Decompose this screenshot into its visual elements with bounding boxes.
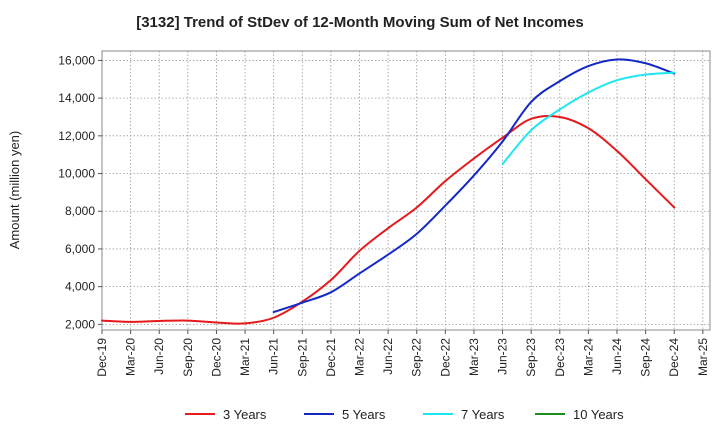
y-tick-label: 16,000: [58, 53, 95, 67]
x-tick-label: Mar-25: [696, 338, 710, 376]
x-tick-label: Mar-22: [353, 338, 367, 376]
x-tick-label: Jun-24: [610, 338, 624, 375]
x-tick-label: Jun-20: [152, 338, 166, 375]
x-tick-label: Dec-24: [667, 338, 681, 377]
x-tick-label: Sep-22: [410, 338, 424, 377]
x-tick-label: Sep-21: [295, 338, 309, 377]
y-tick-label: 12,000: [58, 129, 95, 143]
x-tick-label: Sep-23: [524, 338, 538, 377]
x-tick-label: Dec-21: [324, 338, 338, 377]
x-axis-ticks: Dec-19 Mar-20 Jun-20 Sep-20 Dec-20 Mar-21 Jun-…: [95, 330, 710, 377]
x-tick-label: Dec-20: [209, 338, 223, 377]
x-tick-label: Jun-21: [267, 338, 281, 375]
y-axis-label: Amount (million yen): [7, 131, 22, 250]
y-tick-label: 8,000: [65, 204, 95, 218]
series-line-5-years: [272, 58, 676, 314]
x-tick-label: Sep-20: [181, 338, 195, 377]
y-tick-label: 6,000: [65, 242, 95, 256]
series-lines: [101, 58, 676, 325]
legend-label-7-years: 7 Years: [461, 407, 505, 422]
chart-title: [3132] Trend of StDev of 12-Month Moving…: [136, 14, 584, 31]
x-tick-label: Mar-21: [238, 338, 252, 376]
grid-lines: [102, 51, 710, 330]
y-tick-label: 10,000: [58, 167, 95, 181]
x-tick-label: Dec-22: [438, 338, 452, 377]
x-tick-label: Mar-20: [124, 338, 138, 376]
x-tick-label: Sep-24: [639, 338, 653, 377]
legend-label-3-years: 3 Years: [223, 407, 267, 422]
plot-area: [101, 50, 711, 331]
x-tick-label: Jun-22: [381, 338, 395, 375]
y-tick-label: 14,000: [58, 91, 95, 105]
legend: 3 Years 5 Years 7 Years 10 Years: [185, 407, 624, 422]
y-tick-label: 4,000: [65, 280, 95, 294]
x-tick-label: Mar-23: [467, 338, 481, 376]
y-axis-ticks: 2,000 4,000 6,000 8,000 10,000 12,000 14,000 16…: [58, 53, 102, 331]
x-tick-label: Dec-19: [95, 338, 109, 377]
x-tick-label: Jun-23: [496, 338, 510, 375]
series-line-7-years: [501, 71, 676, 166]
y-tick-label: 2,000: [65, 317, 95, 331]
legend-label-10-years: 10 Years: [573, 407, 624, 422]
legend-label-5-years: 5 Years: [342, 407, 386, 422]
x-tick-label: Mar-24: [581, 338, 595, 376]
series-line-3-years: [101, 114, 676, 325]
x-tick-label: Dec-23: [553, 338, 567, 377]
